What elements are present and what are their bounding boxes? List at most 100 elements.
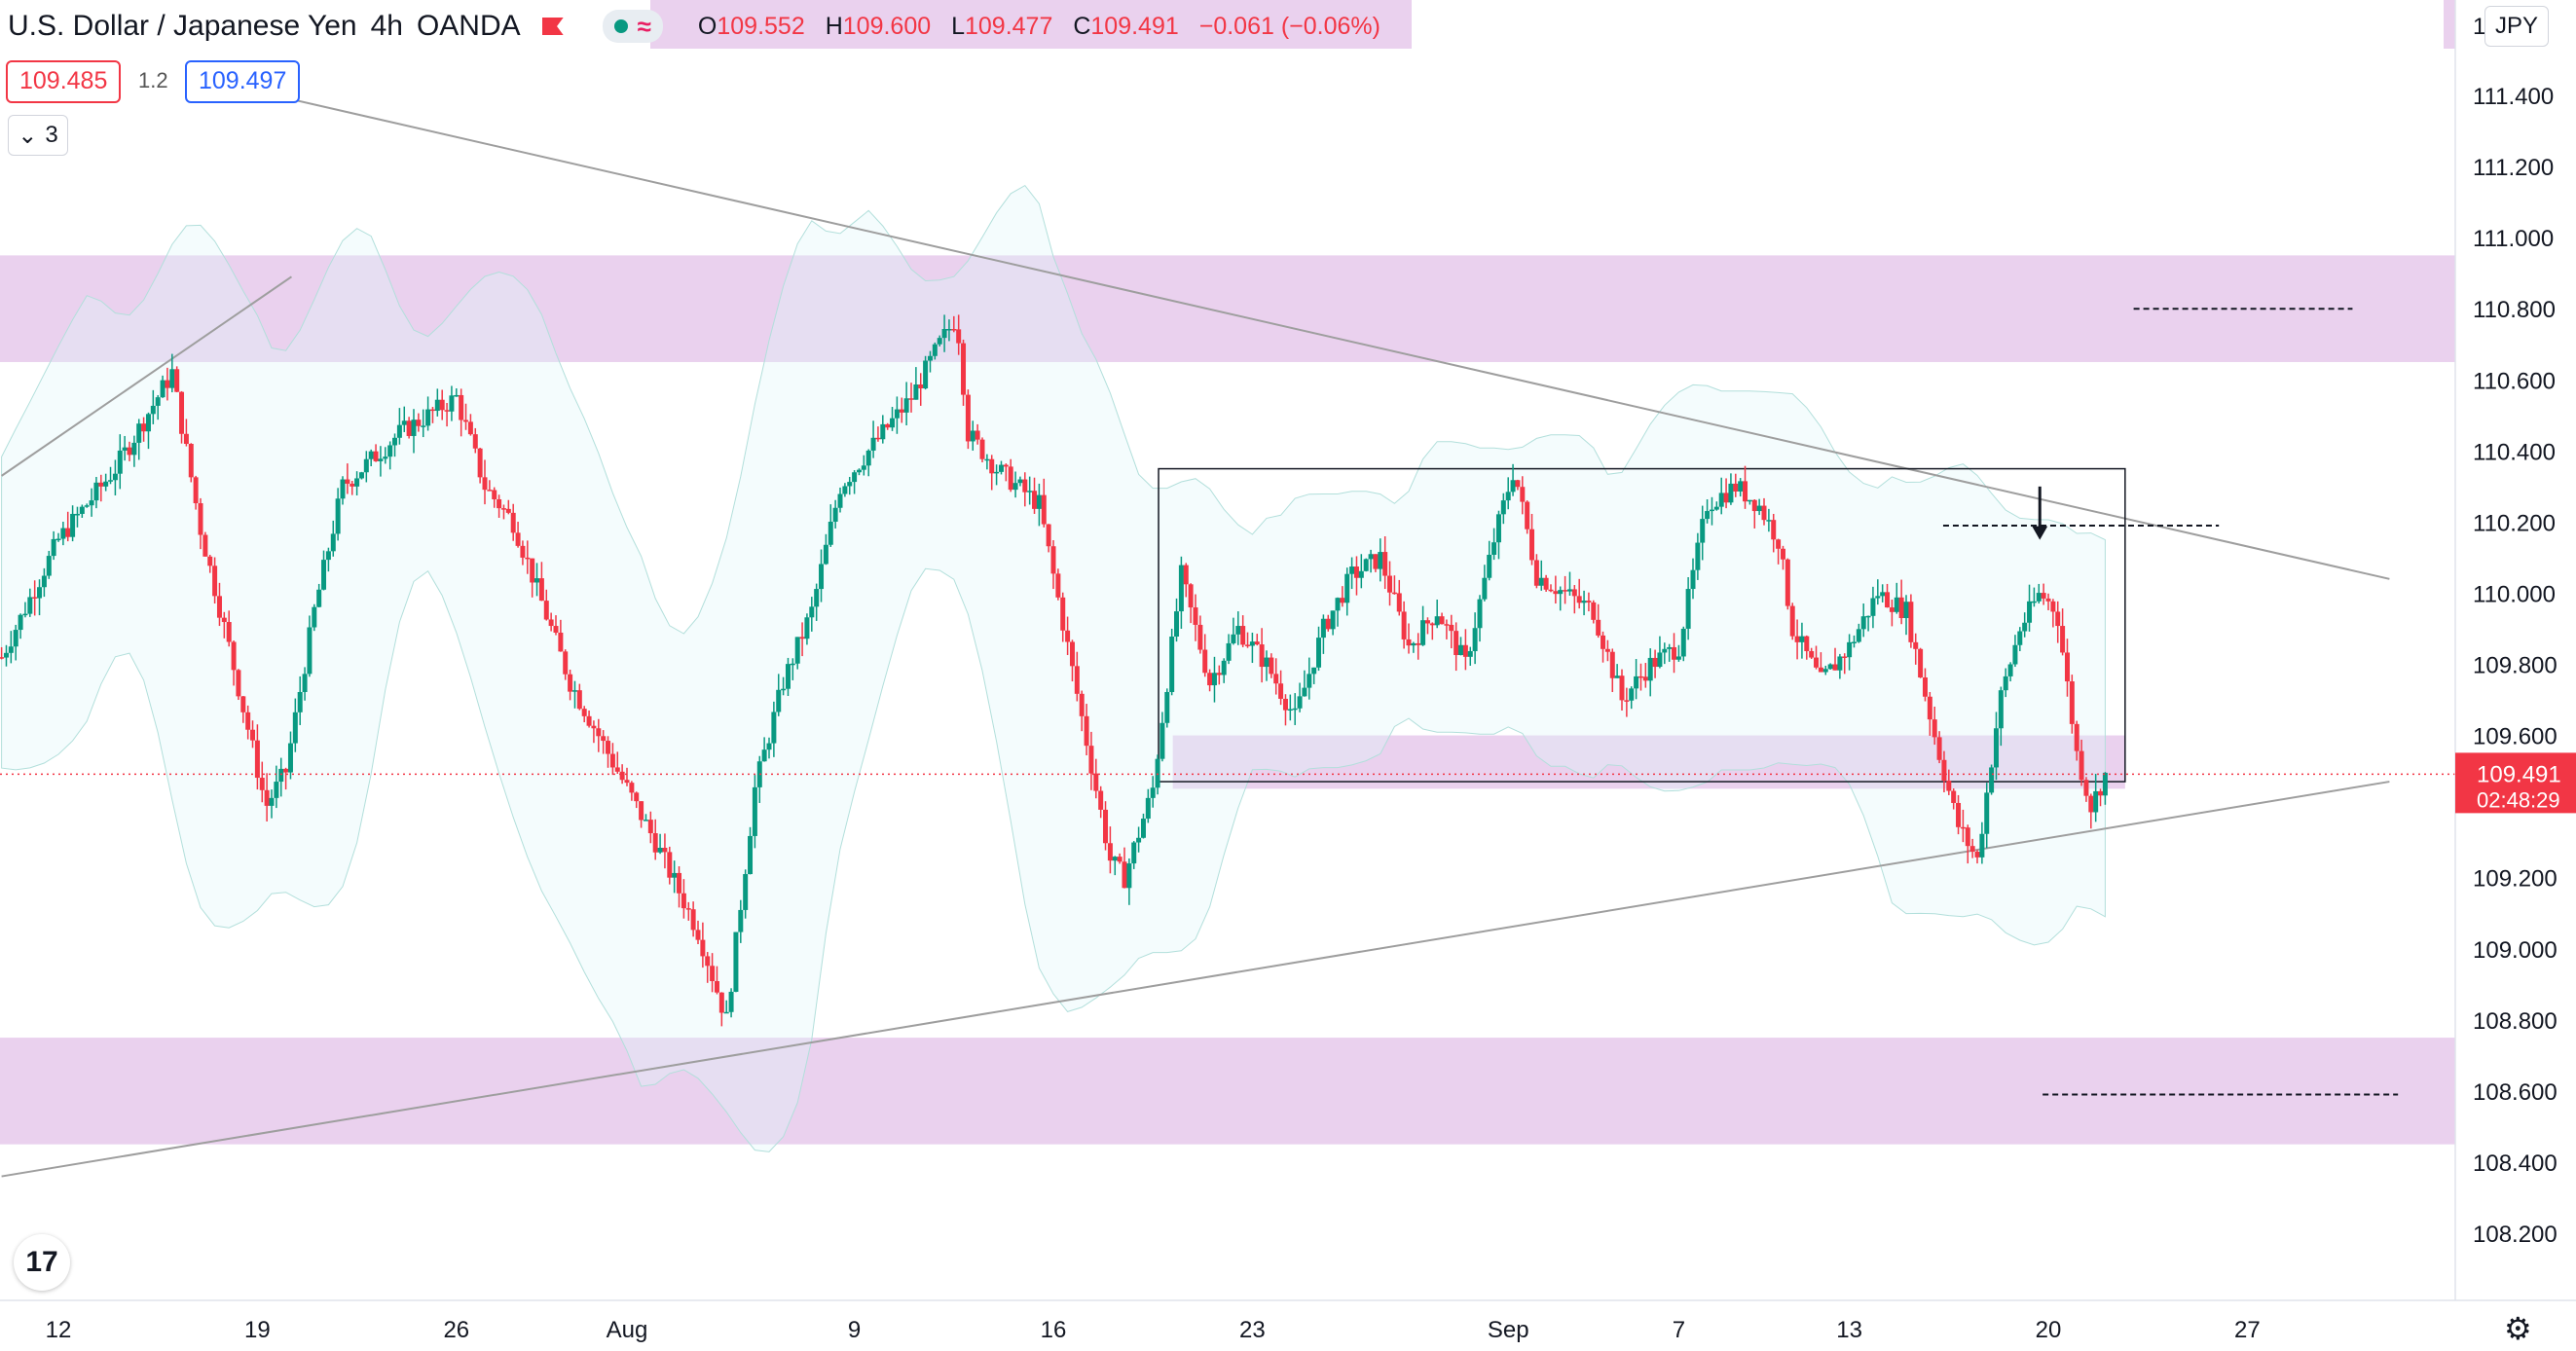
currency-button[interactable]: JPY bbox=[2484, 6, 2550, 47]
candle bbox=[3, 644, 9, 667]
last-price-label-bg bbox=[2455, 752, 2576, 814]
candle bbox=[1548, 584, 1554, 593]
candle bbox=[1581, 590, 1587, 616]
time-tick: 9 bbox=[848, 1317, 861, 1343]
gear-icon[interactable]: ⚙ bbox=[2504, 1311, 2532, 1346]
candle bbox=[913, 367, 919, 400]
candle bbox=[401, 406, 407, 432]
candle bbox=[459, 388, 464, 437]
market-status[interactable]: ≈ bbox=[602, 10, 663, 43]
candle bbox=[781, 676, 787, 696]
candle bbox=[672, 860, 678, 894]
candle bbox=[852, 470, 858, 494]
sell-button[interactable]: 109.485 bbox=[6, 60, 122, 103]
candle bbox=[776, 674, 782, 716]
candle bbox=[212, 557, 218, 604]
candle bbox=[1984, 783, 1990, 849]
time-tick: 20 bbox=[2036, 1317, 2062, 1343]
tradingview-logo-icon[interactable]: 17 bbox=[14, 1234, 70, 1291]
candle bbox=[614, 751, 620, 775]
candle bbox=[70, 505, 76, 542]
candle bbox=[1050, 540, 1056, 590]
flag-icon[interactable] bbox=[542, 16, 564, 37]
candle bbox=[497, 494, 502, 518]
candle bbox=[1335, 597, 1341, 627]
candle bbox=[439, 389, 445, 420]
price-tick: 108.600 bbox=[2473, 1079, 2558, 1106]
time-tick: 27 bbox=[2234, 1317, 2261, 1343]
candle bbox=[1667, 643, 1673, 662]
candle bbox=[1297, 682, 1303, 712]
candle bbox=[198, 497, 203, 550]
candle bbox=[937, 335, 942, 347]
candle bbox=[1927, 691, 1932, 736]
candle bbox=[1055, 568, 1061, 601]
candle bbox=[240, 696, 246, 723]
candle bbox=[970, 420, 975, 451]
symbol-title[interactable]: U.S. Dollar / Japanese Yen bbox=[8, 10, 357, 42]
candle bbox=[406, 417, 412, 439]
candle bbox=[832, 499, 838, 529]
candle bbox=[515, 522, 521, 548]
candle bbox=[183, 419, 189, 447]
indicators-toggle-button[interactable]: ⌄ 3 bbox=[8, 115, 68, 156]
candle bbox=[396, 408, 402, 445]
interval-label[interactable]: 4h bbox=[370, 10, 403, 42]
candle bbox=[790, 658, 795, 680]
candle bbox=[429, 407, 435, 423]
candle bbox=[723, 1000, 729, 1014]
price-tick: 109.800 bbox=[2473, 653, 2558, 679]
candle bbox=[961, 339, 967, 406]
candle bbox=[1193, 594, 1198, 641]
time-tick: 26 bbox=[443, 1317, 469, 1343]
candle bbox=[752, 775, 757, 849]
trendline-1 bbox=[1, 781, 2390, 1178]
candle bbox=[1429, 622, 1435, 640]
price-tick: 109.000 bbox=[2473, 937, 2558, 964]
candle bbox=[1709, 496, 1714, 526]
candle bbox=[606, 736, 611, 768]
candle bbox=[861, 455, 866, 476]
candle bbox=[1505, 477, 1511, 510]
candle bbox=[1406, 623, 1412, 654]
candle bbox=[1932, 706, 1937, 746]
candle bbox=[681, 879, 686, 919]
candle bbox=[989, 455, 995, 491]
candle bbox=[1780, 545, 1785, 570]
candle bbox=[1837, 653, 1843, 679]
candle bbox=[1382, 535, 1388, 590]
candle bbox=[1396, 579, 1402, 616]
candle bbox=[1979, 822, 1985, 864]
candle bbox=[1245, 632, 1251, 648]
wave-icon: ≈ bbox=[637, 12, 651, 41]
candle bbox=[941, 314, 947, 352]
candle bbox=[1728, 473, 1734, 505]
candle bbox=[1439, 612, 1445, 625]
candle bbox=[378, 446, 384, 477]
candle bbox=[1946, 769, 1952, 795]
candle bbox=[748, 826, 754, 875]
candle bbox=[918, 373, 924, 406]
candle bbox=[2027, 584, 2033, 632]
candle bbox=[1533, 554, 1539, 589]
candle bbox=[1278, 670, 1284, 706]
candle bbox=[131, 435, 137, 467]
buy-button[interactable]: 109.497 bbox=[185, 60, 301, 103]
candle bbox=[903, 382, 909, 426]
candle bbox=[1832, 647, 1838, 671]
candle bbox=[321, 550, 327, 591]
candle bbox=[1416, 633, 1421, 660]
candle bbox=[586, 710, 592, 728]
candle bbox=[1302, 670, 1307, 697]
candle bbox=[601, 730, 607, 754]
candle bbox=[1936, 731, 1942, 764]
candle bbox=[1292, 693, 1298, 725]
candle bbox=[842, 483, 848, 497]
candle bbox=[714, 966, 719, 995]
candle bbox=[543, 589, 549, 621]
candle bbox=[1235, 611, 1241, 645]
candle bbox=[2074, 720, 2079, 761]
candle bbox=[563, 649, 569, 680]
candle bbox=[1951, 787, 1957, 810]
